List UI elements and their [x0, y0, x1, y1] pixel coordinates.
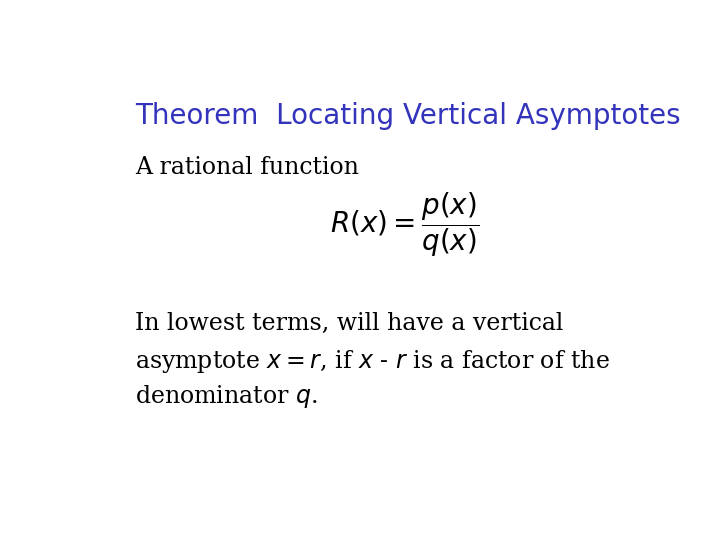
Text: Theorem  Locating Vertical Asymptotes: Theorem Locating Vertical Asymptotes [135, 102, 680, 130]
Text: asymptote $x = r$, if $x$ - $r$ is a factor of the: asymptote $x = r$, if $x$ - $r$ is a fac… [135, 348, 609, 375]
Text: $R(x) = \dfrac{p(x)}{q(x)}$: $R(x) = \dfrac{p(x)}{q(x)}$ [330, 191, 479, 259]
Text: A rational function: A rational function [135, 156, 359, 179]
Text: In lowest terms, will have a vertical: In lowest terms, will have a vertical [135, 312, 563, 335]
Text: denominator $q$.: denominator $q$. [135, 383, 318, 410]
